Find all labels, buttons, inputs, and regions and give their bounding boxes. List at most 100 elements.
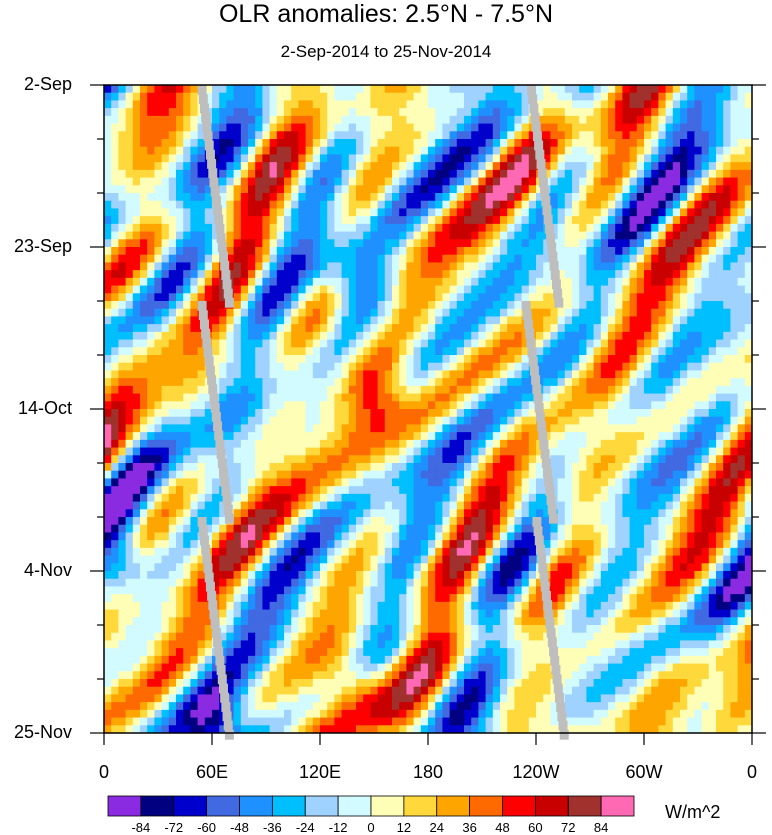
heatmap-cell: [262, 432, 270, 441]
heatmap-cell: [737, 478, 746, 487]
heatmap-cell: [204, 509, 213, 518]
heatmap-cell: [608, 223, 616, 232]
heatmap-cell: [377, 115, 386, 124]
heatmap-cell: [744, 393, 753, 402]
heatmap-cell: [500, 139, 508, 148]
heatmap-cell: [291, 385, 299, 394]
heatmap-cell: [413, 301, 422, 310]
heatmap-cell: [320, 347, 328, 356]
heatmap-cell: [176, 131, 184, 140]
heatmap-cell: [327, 432, 335, 441]
heatmap-cell: [435, 162, 443, 171]
heatmap-cell: [132, 385, 141, 394]
heatmap-cell: [543, 355, 551, 364]
heatmap-cell: [320, 92, 328, 101]
heatmap-cell: [147, 131, 155, 140]
heatmap-cell: [593, 154, 602, 163]
heatmap-cell: [262, 193, 270, 202]
heatmap-cell: [204, 401, 213, 410]
heatmap-cell: [500, 262, 508, 271]
heatmap-cell: [593, 208, 602, 217]
heatmap-cell: [723, 208, 731, 217]
heatmap-cell: [636, 486, 645, 495]
heatmap-cell: [485, 385, 494, 394]
heatmap-cell: [593, 231, 602, 240]
heatmap-cell: [377, 424, 386, 433]
heatmap-cell: [262, 185, 270, 194]
heatmap-cell: [564, 285, 573, 294]
heatmap-cell: [204, 92, 213, 101]
heatmap-cell: [262, 270, 270, 279]
heatmap-cell: [248, 416, 256, 425]
heatmap-cell: [485, 439, 494, 448]
heatmap-cell: [183, 416, 191, 425]
heatmap-cell: [240, 331, 249, 340]
heatmap-cell: [521, 347, 530, 356]
heatmap-cell: [168, 447, 177, 456]
heatmap-cell: [370, 162, 378, 171]
heatmap-cell: [356, 131, 364, 140]
heatmap-cell: [161, 262, 170, 271]
heatmap-cell: [600, 231, 609, 240]
heatmap-cell: [212, 285, 220, 294]
heatmap-cell: [730, 385, 738, 394]
heatmap-cell: [694, 92, 702, 101]
heatmap-cell: [500, 100, 508, 109]
heatmap-cell: [320, 486, 328, 495]
heatmap-cell: [176, 285, 184, 294]
heatmap-cell: [392, 455, 400, 464]
heatmap-cell: [125, 100, 134, 109]
heatmap-cell: [708, 447, 717, 456]
heatmap-cell: [608, 432, 616, 441]
heatmap-cell: [615, 339, 623, 348]
heatmap-cell: [341, 169, 350, 178]
heatmap-cell: [456, 308, 465, 317]
heatmap-cell: [356, 331, 364, 340]
heatmap-cell: [644, 208, 652, 217]
heatmap-cell: [485, 177, 494, 186]
heatmap-cell: [564, 239, 573, 248]
heatmap-cell: [744, 324, 753, 333]
heatmap-cell: [435, 139, 443, 148]
heatmap-cell: [334, 447, 342, 456]
heatmap-cell: [456, 208, 465, 217]
heatmap-cell: [564, 247, 573, 256]
heatmap-cell: [140, 463, 148, 472]
heatmap-cell: [737, 85, 746, 94]
heatmap-cell: [204, 177, 213, 186]
heatmap-cell: [348, 262, 357, 271]
heatmap-cell: [708, 270, 717, 279]
heatmap-cell: [557, 193, 566, 202]
heatmap-cell: [341, 401, 350, 410]
heatmap-cell: [644, 385, 652, 394]
heatmap-cell: [644, 254, 652, 263]
heatmap-cell: [428, 347, 436, 356]
heatmap-cell: [255, 416, 263, 425]
heatmap-cell: [312, 470, 321, 479]
heatmap-cell: [255, 169, 263, 178]
heatmap-cell: [615, 385, 623, 394]
heatmap-cell: [428, 270, 436, 279]
heatmap-cell: [284, 355, 292, 364]
heatmap-cell: [651, 293, 659, 302]
heatmap-cell: [190, 393, 198, 402]
heatmap-cell: [190, 177, 198, 186]
heatmap-cell: [672, 285, 681, 294]
heatmap-cell: [644, 409, 652, 418]
heatmap-cell: [399, 424, 407, 433]
heatmap-cell: [154, 486, 162, 495]
heatmap-cell: [305, 154, 314, 163]
heatmap-cell: [485, 208, 494, 217]
heatmap-cell: [327, 162, 335, 171]
heatmap-cell: [226, 339, 234, 348]
heatmap-cell: [521, 486, 530, 495]
heatmap-cell: [377, 239, 386, 248]
heatmap-cell: [377, 185, 386, 194]
heatmap-cell: [514, 416, 522, 425]
heatmap-cell: [680, 470, 688, 479]
heatmap-cell: [399, 331, 407, 340]
heatmap-cell: [651, 177, 659, 186]
heatmap-cell: [536, 270, 544, 279]
heatmap-cell: [104, 331, 112, 340]
heatmap-cell: [377, 100, 386, 109]
